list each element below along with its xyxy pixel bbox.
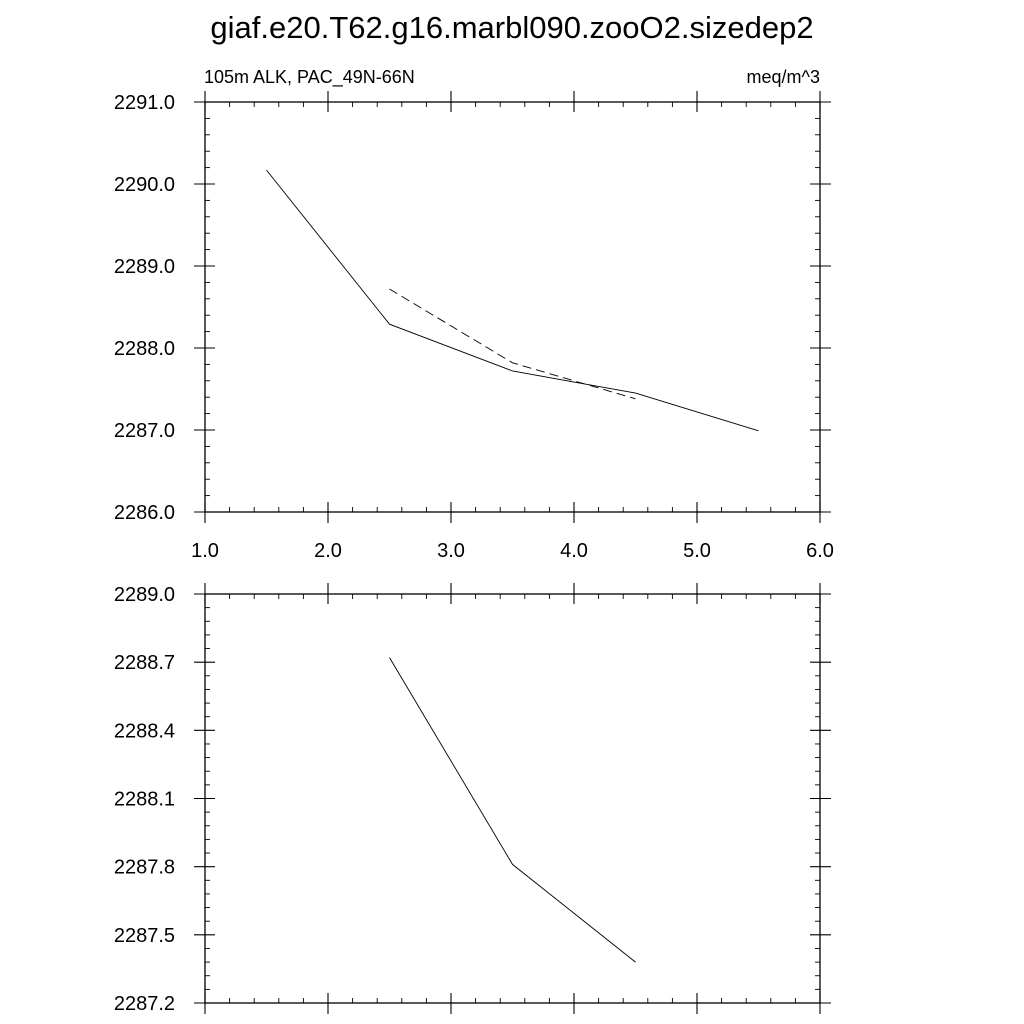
plot-frame — [204, 101, 821, 513]
series-line-solid — [389, 657, 636, 963]
y-tick-label: 2288.1 — [114, 789, 175, 811]
y-tick-label: 2287.2 — [114, 993, 175, 1015]
x-tick-label: 4.0 — [560, 540, 588, 562]
top-left-label: 105m ALK, PAC_49N-66N — [204, 67, 415, 88]
y-tick-label: 2290.0 — [114, 174, 175, 196]
series-line-dashed — [389, 288, 636, 400]
y-tick-label: 2289.0 — [114, 256, 175, 278]
x-tick-label: 3.0 — [437, 540, 465, 562]
y-tick-label: 2287.5 — [114, 925, 175, 947]
x-tick-label: 5.0 — [683, 540, 711, 562]
bottom-panel: 2287.2 2287.5 2287.8 2288.1 2288.4 2288.7 2289… — [114, 583, 831, 1015]
y-tick-label: 2291.0 — [114, 92, 175, 114]
chart-title: giaf.e20.T62.g16.marbl090.zooO2.sizedep2 — [210, 10, 813, 45]
y-tick-label: 2288.0 — [114, 338, 175, 360]
y-tick-label: 2289.0 — [114, 584, 175, 606]
x-tick-label: 1.0 — [191, 540, 219, 562]
x-tick-label: 6.0 — [806, 540, 834, 562]
y-tick-label: 2287.0 — [114, 420, 175, 442]
top-right-label: meq/m^3 — [747, 67, 820, 87]
y-tick-label: 2288.4 — [114, 720, 175, 742]
x-tick-label: 2.0 — [314, 540, 342, 562]
y-tick-label: 2288.7 — [114, 652, 175, 674]
plot-frame — [204, 593, 821, 1004]
series-line-solid — [266, 169, 759, 432]
y-tick-label: 2286.0 — [114, 502, 175, 524]
y-tick-label: 2287.8 — [114, 857, 175, 879]
top-panel: 1.0 2.0 3.0 4.0 5.0 6.0 2286.0 2287.0 2288.0 2289… — [114, 91, 834, 562]
